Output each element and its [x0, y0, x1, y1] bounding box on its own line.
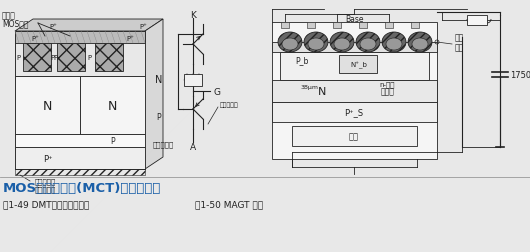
Bar	[80, 77, 145, 135]
Text: P: P	[110, 137, 115, 146]
Ellipse shape	[330, 33, 354, 53]
Ellipse shape	[412, 39, 428, 51]
Bar	[333, 23, 341, 29]
Text: Base: Base	[344, 14, 363, 23]
Ellipse shape	[408, 33, 432, 53]
Bar	[467, 16, 487, 26]
Bar	[57, 44, 85, 72]
Bar	[272, 103, 437, 122]
Text: 阳极: 阳极	[349, 132, 359, 141]
Text: N⁺_b: N⁺_b	[350, 61, 367, 69]
Bar	[15, 32, 145, 77]
Polygon shape	[145, 20, 163, 169]
Ellipse shape	[304, 33, 328, 53]
Ellipse shape	[356, 33, 380, 53]
Text: P⁺: P⁺	[49, 24, 57, 30]
Polygon shape	[15, 20, 163, 32]
Ellipse shape	[360, 39, 376, 51]
Text: P: P	[53, 55, 57, 61]
Text: P⁺: P⁺	[126, 36, 134, 42]
Text: A: A	[190, 143, 196, 152]
Ellipse shape	[334, 39, 350, 51]
Text: P: P	[157, 113, 161, 122]
Text: G: G	[213, 87, 220, 96]
Text: P: P	[50, 55, 54, 61]
Bar	[15, 32, 145, 44]
Bar	[411, 23, 419, 29]
Text: MOS门极: MOS门极	[2, 19, 29, 28]
Bar	[292, 127, 417, 146]
Text: 阳极
门极: 阳极 门极	[455, 33, 464, 52]
Text: 晶体管部分: 晶体管部分	[220, 102, 238, 107]
Text: 晶闸管部分: 晶闸管部分	[34, 178, 56, 184]
Text: N: N	[155, 75, 163, 85]
Text: P: P	[87, 55, 91, 61]
Text: P_b: P_b	[295, 56, 308, 65]
Text: 缓冲层: 缓冲层	[381, 87, 394, 96]
Text: P⁺: P⁺	[43, 154, 52, 163]
Bar	[281, 23, 289, 29]
Bar	[272, 23, 437, 159]
Text: n-沟道: n-沟道	[379, 81, 394, 88]
Bar	[339, 56, 377, 74]
Ellipse shape	[308, 39, 324, 51]
Text: 沟槽式: 沟槽式	[2, 11, 16, 20]
Text: P: P	[16, 55, 20, 61]
Bar	[385, 23, 393, 29]
Bar	[15, 147, 145, 169]
Bar	[15, 77, 80, 135]
Ellipse shape	[382, 33, 406, 53]
Text: P⁺: P⁺	[31, 36, 39, 42]
Text: K: K	[190, 11, 196, 19]
Bar	[280, 53, 429, 81]
Ellipse shape	[282, 39, 298, 51]
Bar	[15, 169, 145, 175]
Text: P⁺: P⁺	[139, 24, 147, 30]
Text: 图1-49 DMT结构与等效电路: 图1-49 DMT结构与等效电路	[3, 199, 89, 208]
Text: N: N	[107, 99, 117, 112]
Text: N: N	[318, 87, 326, 97]
Text: 晶体管部分: 晶体管部分	[153, 141, 174, 148]
Bar	[272, 43, 437, 53]
Bar	[23, 44, 51, 72]
Bar	[272, 81, 437, 103]
Text: 38μm: 38μm	[301, 84, 319, 89]
Bar	[307, 23, 315, 29]
Text: 1750V: 1750V	[510, 70, 530, 79]
Ellipse shape	[386, 39, 402, 51]
Bar	[359, 23, 367, 29]
Text: N: N	[42, 99, 52, 112]
Text: 图1-50 MAGT 结构: 图1-50 MAGT 结构	[195, 199, 263, 208]
Text: P⁺_S: P⁺_S	[344, 108, 364, 117]
Bar	[15, 135, 145, 147]
Bar	[184, 75, 202, 87]
Ellipse shape	[278, 33, 302, 53]
Text: 晶管管部分: 晶管管部分	[34, 186, 56, 193]
Bar	[15, 32, 145, 169]
Text: MOS控制晶闸管(MCT)等相关介绍: MOS控制晶闸管(MCT)等相关介绍	[3, 181, 161, 194]
Bar	[95, 44, 123, 72]
